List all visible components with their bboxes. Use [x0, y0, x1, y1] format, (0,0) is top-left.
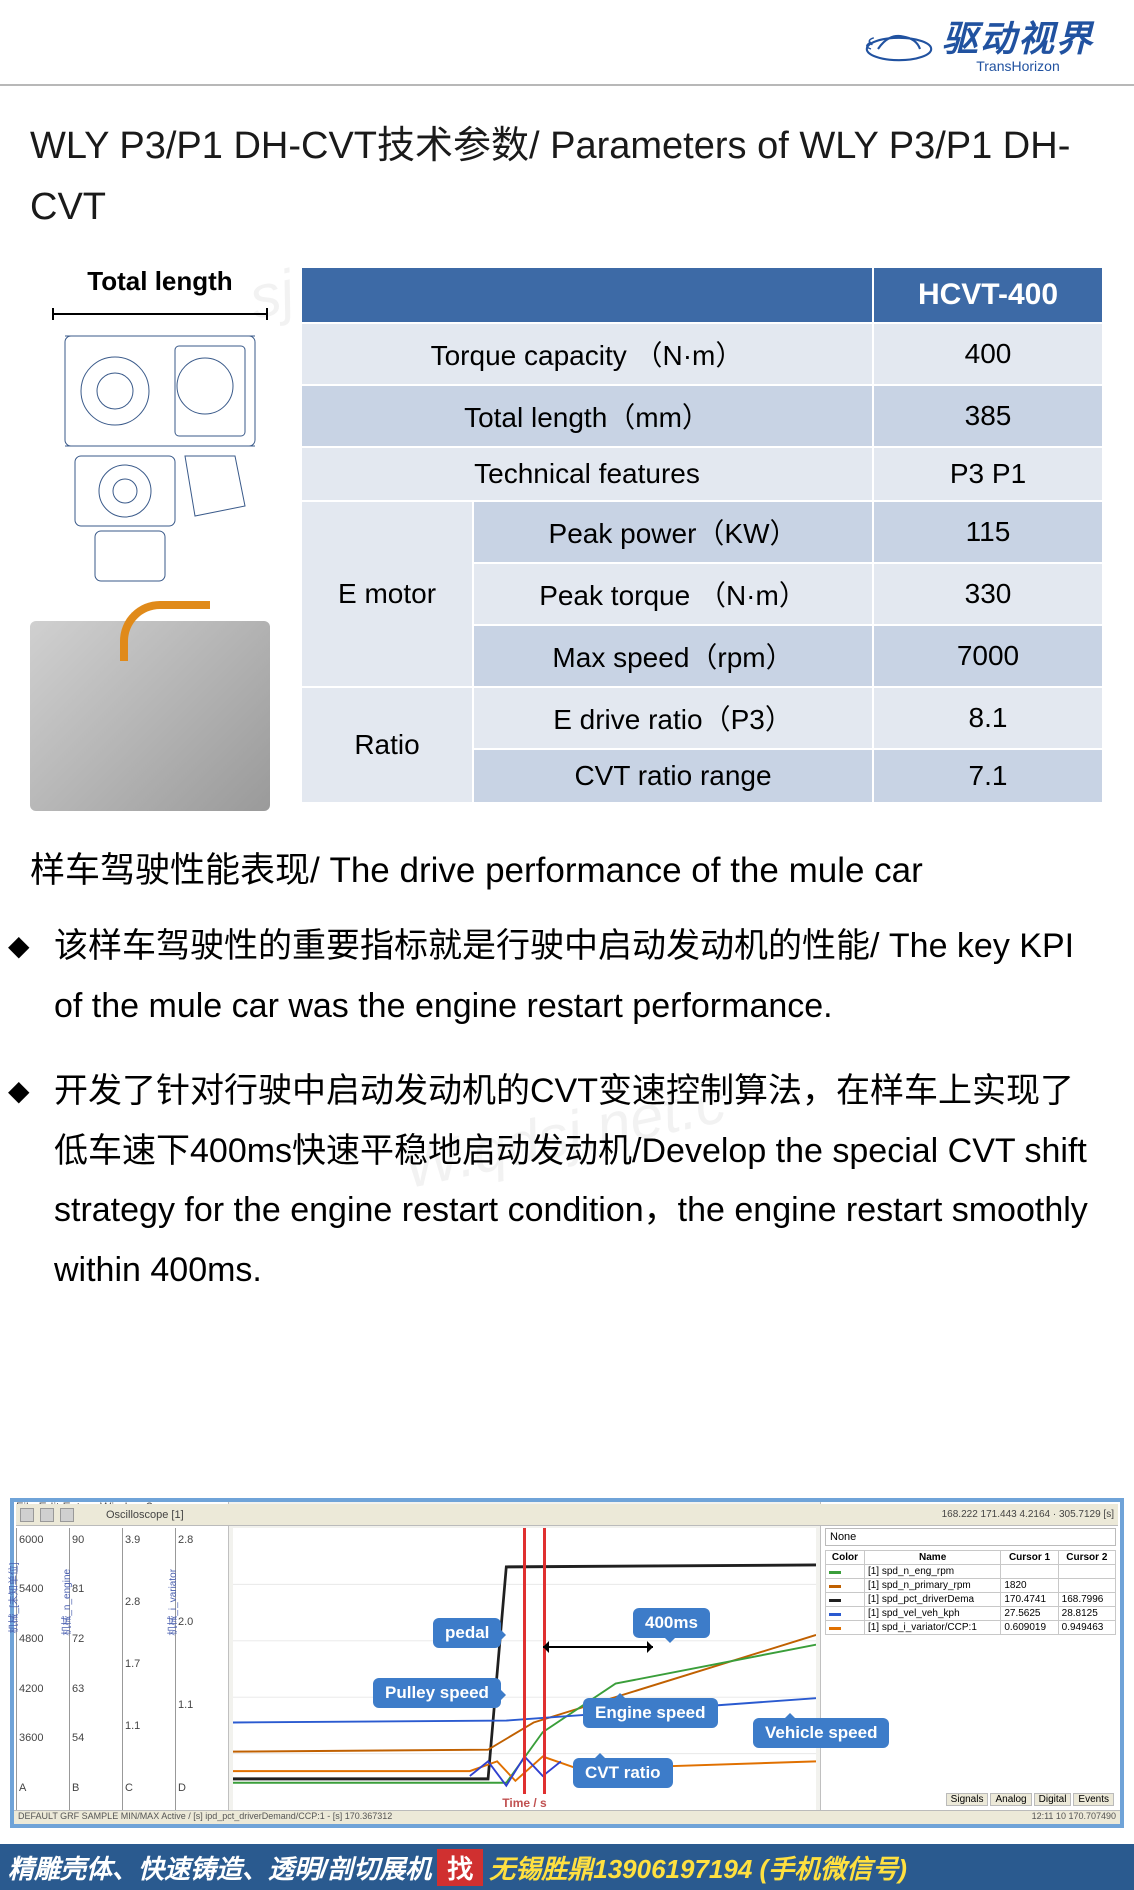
- status-left: DEFAULT GRF SAMPLE MIN/MAX Active / [s] …: [18, 1811, 392, 1824]
- row-label: E drive ratio（P3）: [473, 687, 873, 749]
- legend-row[interactable]: [1] spd_i_variator/CCP:10.6090190.949463: [826, 1621, 1116, 1635]
- legend-col-header: Cursor 1: [1001, 1551, 1058, 1565]
- row-value: 7000: [873, 625, 1103, 687]
- footer-left: 精雕壳体、快速铸造、透明/剖切展机: [8, 1849, 431, 1886]
- cursor-2[interactable]: [543, 1528, 546, 1794]
- row-value: 385: [873, 385, 1103, 447]
- page-footer: 精雕壳体、快速铸造、透明/剖切展机 找 无锡胜鼎13906197194 (手机微…: [0, 1844, 1134, 1890]
- oscilloscope-screenshot: File Edit Extras Window ? Oscilloscope […: [10, 1498, 1124, 1828]
- row-value: P3 P1: [873, 447, 1103, 501]
- spec-table: HCVT-400 Torque capacity （N·m） 400 Total…: [300, 266, 1104, 804]
- page-header: 驱动视界 TransHorizon: [0, 0, 1134, 80]
- page-title: WLY P3/P1 DH-CVT技术参数/ Parameters of WLY …: [0, 116, 1134, 238]
- row-value: 115: [873, 501, 1103, 563]
- x-axis-label: Time / s: [502, 1796, 546, 1810]
- row-label: Total length（mm）: [301, 385, 873, 447]
- delta-arrow: [543, 1646, 653, 1648]
- legend-col-header: Color: [826, 1551, 865, 1565]
- toolbar-title: Oscilloscope [1]: [106, 1509, 184, 1521]
- row-label: CVT ratio range: [473, 749, 873, 803]
- cursor-1[interactable]: [523, 1528, 526, 1794]
- bullet-list: 该样车驾驶性的重要指标就是行驶中启动发动机的性能/ The key KPI of…: [0, 917, 1134, 1300]
- car-logo-icon: [864, 21, 934, 63]
- callout-pulley: Pulley speed: [373, 1678, 501, 1708]
- row-value: 7.1: [873, 749, 1103, 803]
- status-right: 12:11 10 170.707490: [1032, 1811, 1116, 1824]
- toolbar-icon[interactable]: [60, 1508, 74, 1522]
- row-label: Peak torque （N·m）: [473, 563, 873, 625]
- row-value: 330: [873, 563, 1103, 625]
- legend-panel: None ColorNameCursor 1Cursor 2 [1] spd_n…: [820, 1502, 1120, 1824]
- group-ratio: Ratio: [301, 687, 473, 803]
- callout-vehicle: Vehicle speed: [753, 1718, 889, 1748]
- chart-toolbar: Oscilloscope [1] 168.222 171.443 4.2164 …: [16, 1504, 1118, 1526]
- y-axis: 9081726354B机械_n_engine: [69, 1528, 120, 1810]
- product-render-image: [30, 621, 270, 811]
- section-subtitle: 样车驾驶性能表现/ The drive performance of the m…: [0, 811, 1134, 918]
- callout-pedal: pedal: [433, 1618, 501, 1648]
- row-label: Max speed（rpm）: [473, 625, 873, 687]
- bullet-item: 开发了针对行驶中启动发动机的CVT变速控制算法，在样车上实现了低车速下400ms…: [44, 1062, 1104, 1300]
- table-header-blank: [301, 267, 873, 323]
- y-axis: 2.82.01.1D机械_i_variator: [175, 1528, 226, 1810]
- legend-table: ColorNameCursor 1Cursor 2 [1] spd_n_eng_…: [825, 1550, 1116, 1635]
- row-label: Torque capacity （N·m）: [301, 323, 873, 385]
- callout-engine: Engine speed: [583, 1698, 718, 1728]
- figure-column: Total length: [30, 266, 290, 811]
- legend-tab[interactable]: Analog: [990, 1793, 1031, 1806]
- callout-400ms: 400ms: [633, 1608, 710, 1638]
- legend-tab[interactable]: Signals: [946, 1793, 989, 1806]
- legend-tab[interactable]: Events: [1073, 1793, 1114, 1806]
- y-axes-panel: 60005400480042003600A机械_[未知单位]9081726354…: [14, 1502, 229, 1824]
- footer-contact: 无锡胜鼎13906197194 (手机微信号): [489, 1849, 907, 1886]
- legend-row[interactable]: [1] spd_n_primary_rpm1820: [826, 1579, 1116, 1593]
- toolbar-icon[interactable]: [20, 1508, 34, 1522]
- x-range-readout: 168.222 171.443 4.2164 · 305.7129 [s]: [942, 1509, 1114, 1520]
- legend-tab[interactable]: Digital: [1034, 1793, 1072, 1806]
- callout-cvt: CVT ratio: [573, 1758, 673, 1788]
- chart-statusbar: DEFAULT GRF SAMPLE MIN/MAX Active / [s] …: [14, 1810, 1120, 1824]
- row-value: 8.1: [873, 687, 1103, 749]
- toolbar-icon[interactable]: [40, 1508, 54, 1522]
- bullet-item: 该样车驾驶性的重要指标就是行驶中启动发动机的性能/ The key KPI of…: [44, 917, 1104, 1036]
- footer-find-badge: 找: [437, 1849, 483, 1886]
- legend-col-header: Cursor 2: [1058, 1551, 1115, 1565]
- row-value: 400: [873, 323, 1103, 385]
- plot-canvas: pedal Pulley speed 400ms Engine speed CV…: [233, 1528, 816, 1810]
- total-length-label: Total length: [30, 266, 290, 297]
- brand-logo: 驱动视界 TransHorizon: [864, 10, 1094, 74]
- legend-row[interactable]: [1] spd_vel_veh_kph27.562528.8125: [826, 1607, 1116, 1621]
- group-emotor: E motor: [301, 501, 473, 687]
- technical-drawing: [30, 301, 290, 601]
- table-header-model: HCVT-400: [873, 267, 1103, 323]
- header-divider: [0, 84, 1134, 86]
- legend-col-header: Name: [864, 1551, 1000, 1565]
- row-label: Peak power（KW）: [473, 501, 873, 563]
- legend-dropdown[interactable]: None: [825, 1528, 1116, 1546]
- brand-name-cn: 驱动视界: [942, 10, 1094, 62]
- row-label: Technical features: [301, 447, 873, 501]
- legend-row[interactable]: [1] spd_n_eng_rpm: [826, 1565, 1116, 1579]
- legend-row[interactable]: [1] spd_pct_driverDema170.4741168.7996: [826, 1593, 1116, 1607]
